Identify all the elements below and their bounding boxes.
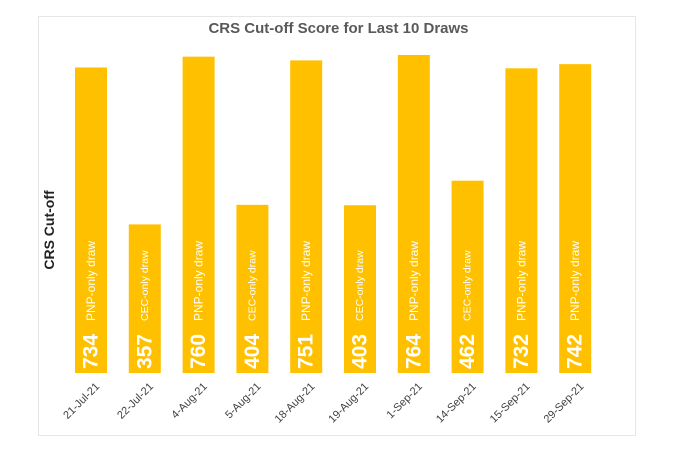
data-label: 732 [510, 334, 533, 369]
data-label: 357 [133, 334, 156, 369]
bar-annotation: PNP-only draw [299, 241, 313, 321]
bar [451, 180, 484, 373]
x-tick-label: 19-Aug-21 [326, 381, 371, 426]
bar [505, 68, 538, 374]
x-tick-label: 5-Aug-21 [223, 381, 263, 421]
bar [344, 205, 376, 373]
bar-annotation: PNP-only draw [407, 241, 421, 321]
x-tick-label: 15-Sep-21 [488, 381, 533, 426]
bar [290, 60, 323, 374]
x-tick-label: 14-Sep-21 [434, 381, 479, 426]
x-tick-label: 4-Aug-21 [169, 381, 209, 421]
bar [75, 67, 107, 373]
bar-annotation: PNP-only draw [514, 241, 528, 321]
bar [236, 204, 269, 373]
bar [397, 54, 430, 374]
x-tick-label: 1-Sep-21 [385, 381, 425, 421]
data-label: 403 [349, 334, 372, 369]
x-tick-label: 22-Jul-21 [115, 381, 156, 422]
chart-title: CRS Cut-off Score for Last 10 Draws [208, 20, 469, 37]
data-label: 764 [402, 334, 425, 369]
bar-annotation: CEC-only draw [139, 250, 151, 321]
bar [128, 224, 161, 373]
bar-annotation: PNP-only draw [84, 241, 98, 321]
bar-annotation: CEC-only draw [354, 250, 366, 321]
x-tick-label: 21-Jul-21 [61, 381, 102, 422]
data-label: 760 [187, 334, 210, 369]
bar-annotation: CEC-only draw [246, 250, 258, 321]
bar [182, 56, 215, 374]
data-label: 734 [80, 334, 103, 369]
data-label: 462 [456, 334, 479, 369]
bar-annotation: PNP-only draw [192, 241, 206, 321]
bar-annotation: PNP-only draw [568, 241, 582, 321]
data-label: 751 [295, 334, 318, 369]
x-tick-label: 29-Sep-21 [542, 381, 587, 426]
x-tick-label: 18-Aug-21 [273, 381, 318, 426]
data-label: 742 [564, 334, 587, 369]
bar [559, 64, 592, 373]
data-label: 404 [241, 334, 264, 369]
bar-annotation: CEC-only draw [462, 250, 474, 321]
